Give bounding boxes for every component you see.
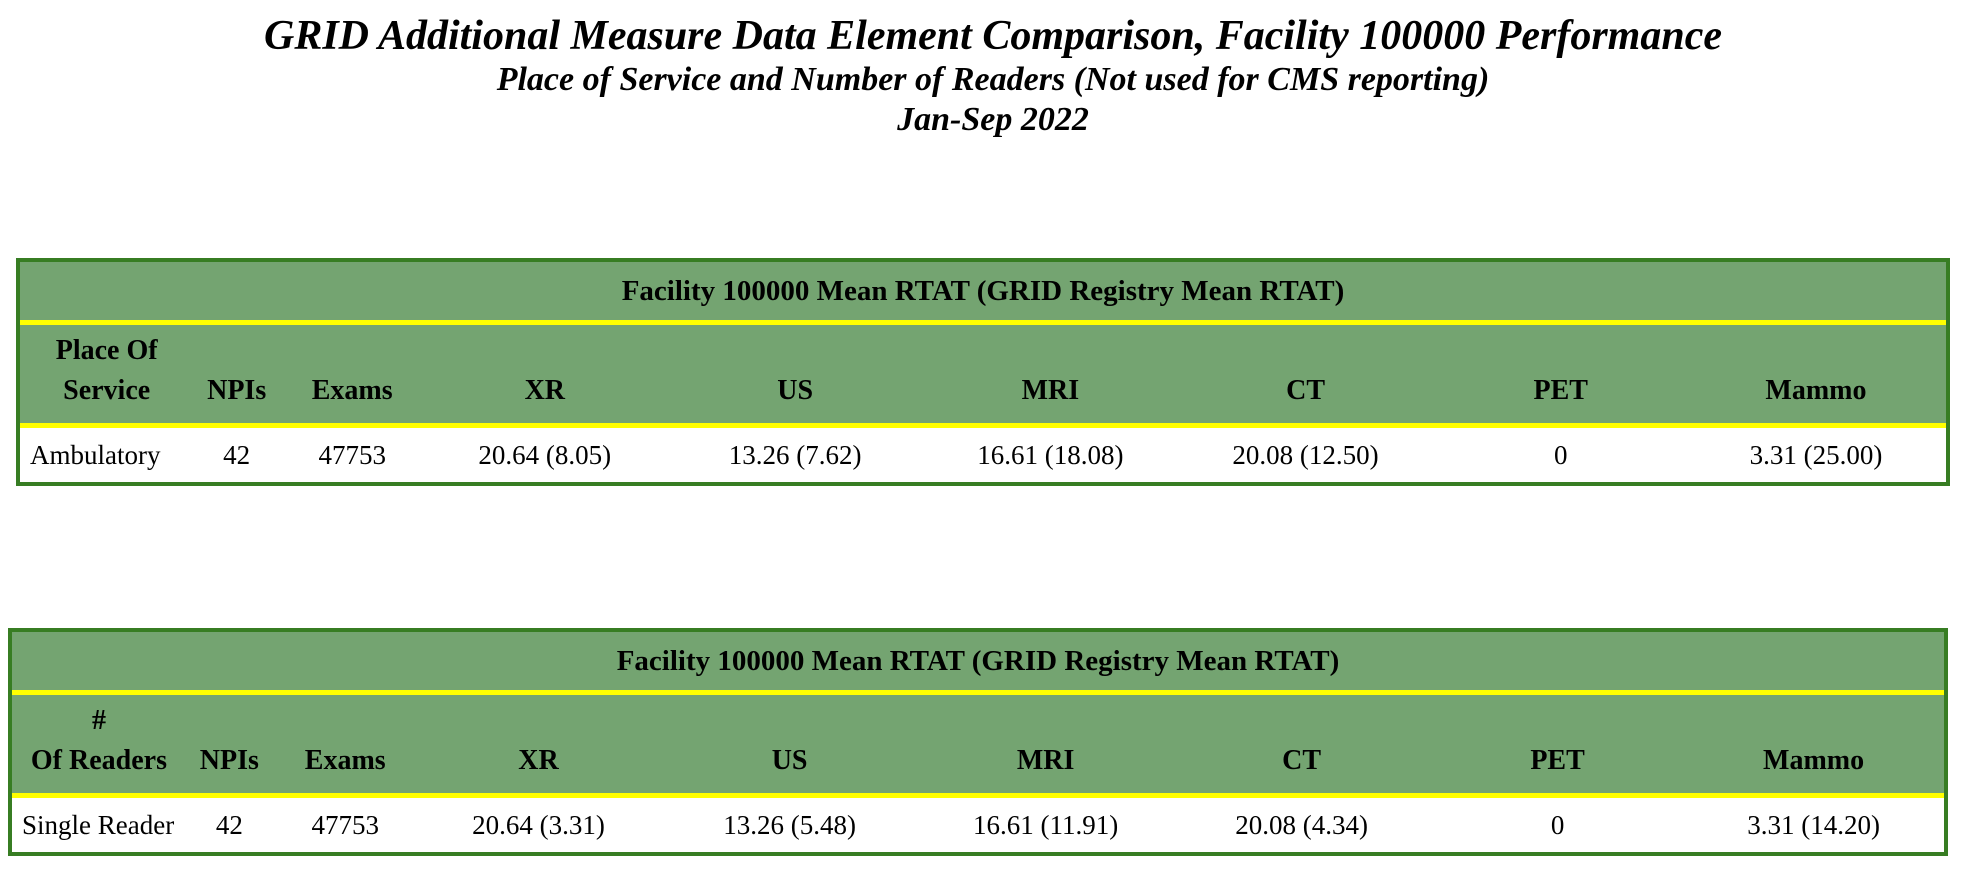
column-header-us: US: [665, 325, 926, 428]
cell-npis: 42: [193, 428, 280, 482]
column-header-mri: MRI: [920, 695, 1172, 798]
cell-exams: 47753: [272, 798, 418, 852]
place-of-service-table: Facility 100000 Mean RTAT (GRID Registry…: [16, 258, 1950, 486]
column-header-ct: CT: [1175, 325, 1436, 428]
column-header-line2: Service: [63, 375, 151, 406]
cell-npis: 42: [185, 798, 273, 852]
column-header-num-of-readers: # Of Readers: [12, 695, 186, 798]
cell-mri: 16.61 (18.08): [925, 428, 1176, 482]
cell-ct: 20.08 (4.34): [1171, 798, 1432, 852]
column-header-exams: Exams: [279, 325, 425, 428]
cell-mammo: 3.31 (25.00): [1685, 428, 1946, 482]
column-header-us: US: [659, 695, 921, 798]
cell-pet: 0: [1435, 428, 1686, 482]
column-header-npis: NPIs: [193, 325, 280, 428]
table-title-row: Facility 100000 Mean RTAT (GRID Registry…: [12, 632, 1944, 695]
cell-mammo: 3.31 (14.20): [1683, 798, 1944, 852]
column-header-exams: Exams: [272, 695, 418, 798]
cell-pet: 0: [1431, 798, 1684, 852]
number-of-readers-table: Facility 100000 Mean RTAT (GRID Registry…: [8, 628, 1948, 856]
column-header-pet: PET: [1435, 325, 1686, 428]
table-header-row: Place Of Service NPIs Exams XR US MRI CT…: [20, 325, 1946, 428]
cell-us: 13.26 (7.62): [665, 428, 926, 482]
column-header-xr: XR: [417, 695, 660, 798]
column-header-npis: NPIs: [185, 695, 273, 798]
column-header-mammo: Mammo: [1683, 695, 1944, 798]
cell-place-of-service: Ambulatory: [20, 428, 194, 482]
table-row-single-reader: Single Reader 42 47753 20.64 (3.31) 13.2…: [12, 798, 1944, 852]
column-header-line2: Of Readers: [30, 745, 167, 776]
column-header-ct: CT: [1171, 695, 1432, 798]
column-header-line1: #: [91, 705, 106, 736]
cell-xr: 20.64 (8.05): [424, 428, 666, 482]
column-header-place-of-service: Place Of Service: [20, 325, 194, 428]
table-title: Facility 100000 Mean RTAT (GRID Registry…: [12, 632, 1944, 695]
table-row-ambulatory: Ambulatory 42 47753 20.64 (8.05) 13.26 (…: [20, 428, 1946, 482]
report-title: GRID Additional Measure Data Element Com…: [263, 13, 1722, 59]
cell-us: 13.26 (5.48): [659, 798, 921, 852]
column-header-mammo: Mammo: [1685, 325, 1946, 428]
table-title-row: Facility 100000 Mean RTAT (GRID Registry…: [20, 262, 1946, 325]
table-header-row: # Of Readers NPIs Exams XR US MRI CT PET…: [12, 695, 1944, 798]
column-header-xr: XR: [424, 325, 666, 428]
report-title-block: GRID Additional Measure Data Element Com…: [0, 12, 1986, 140]
cell-ct: 20.08 (12.50): [1175, 428, 1436, 482]
report-date-range: Jan-Sep 2022: [897, 101, 1089, 138]
column-header-line1: Place Of: [55, 335, 158, 366]
cell-exams: 47753: [279, 428, 425, 482]
cell-mri: 16.61 (11.91): [920, 798, 1172, 852]
column-header-mri: MRI: [925, 325, 1176, 428]
report-subtitle: Place of Service and Number of Readers (…: [496, 61, 1490, 98]
cell-num-of-readers: Single Reader: [12, 798, 186, 852]
cell-xr: 20.64 (3.31): [417, 798, 660, 852]
column-header-pet: PET: [1431, 695, 1684, 798]
table-title: Facility 100000 Mean RTAT (GRID Registry…: [20, 262, 1946, 325]
